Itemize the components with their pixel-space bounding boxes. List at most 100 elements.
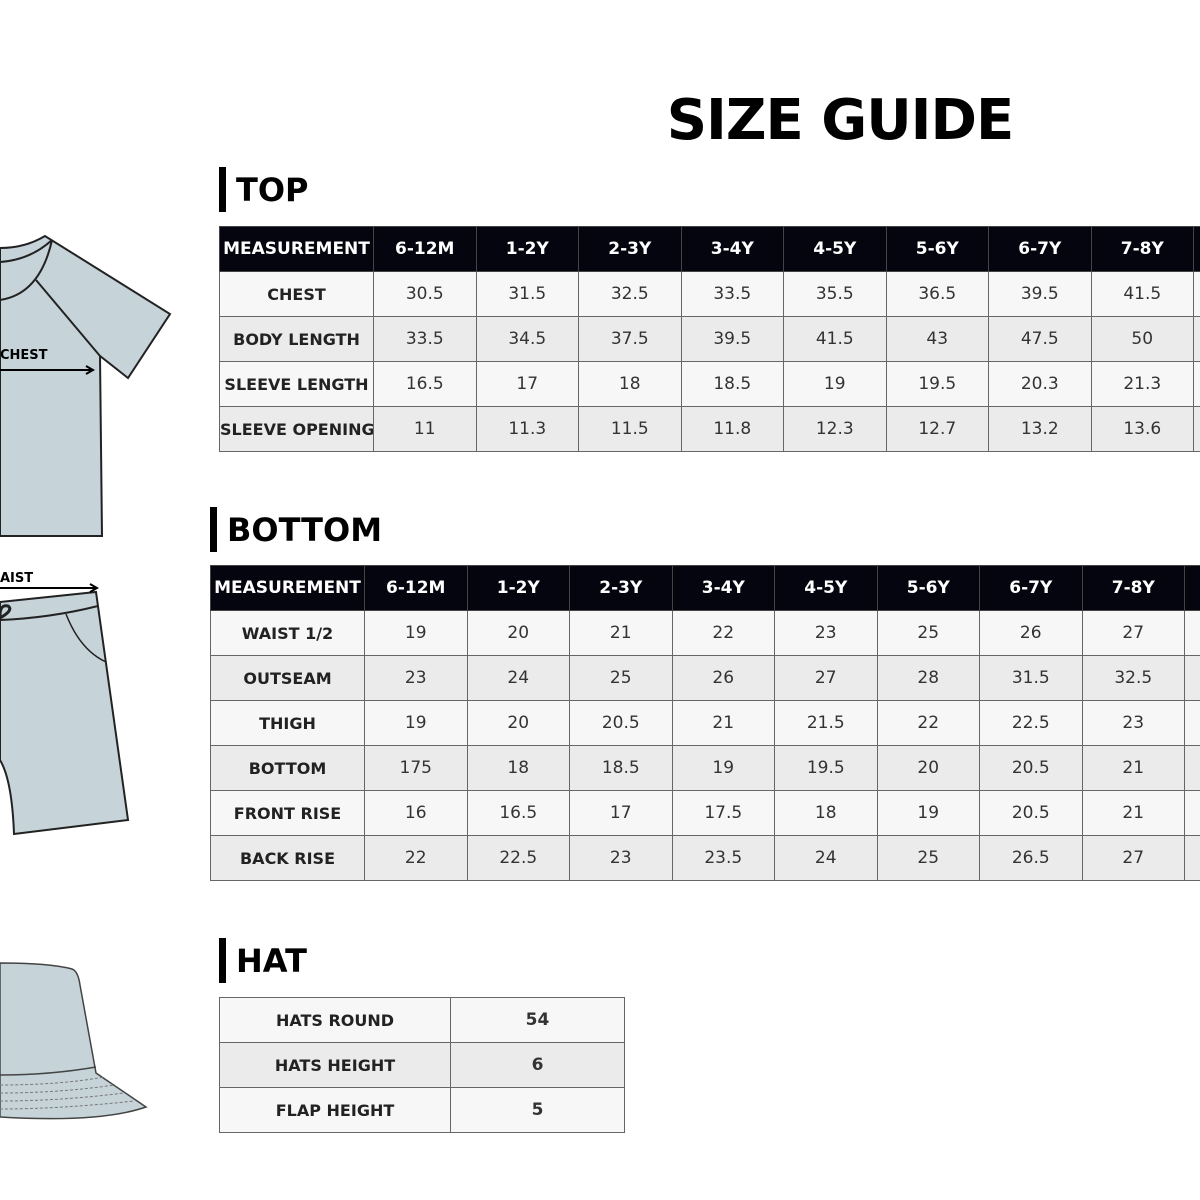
table-cell: 12.7 bbox=[885, 406, 989, 452]
size-header: 6-12M bbox=[364, 565, 468, 611]
table-cell: 47.5 bbox=[988, 316, 1092, 362]
heading-bar bbox=[219, 167, 226, 212]
bottom-size-table: MEASUREMENT 6-12M 1-2Y 2-3Y 3-4Y 4-5Y 5-6Y 6-7Y… bbox=[210, 565, 1200, 881]
hat-size-table: HATS ROUND 54 HATS HEIGHT 6 FLAP HEIGHT 5 bbox=[219, 997, 625, 1133]
size-header: 5-6Y bbox=[876, 565, 980, 611]
table-cell: 23.5 bbox=[671, 835, 775, 881]
size-header: 4-5Y bbox=[774, 565, 878, 611]
table-row: CHEST 30.5 31.5 32.5 33.5 35.5 36.5 39.5 41.5 bbox=[219, 271, 1200, 317]
table-cell: 11.3 bbox=[475, 406, 579, 452]
table-cell: 22 bbox=[671, 610, 775, 656]
table-cell: 26 bbox=[671, 655, 775, 701]
table-cell: 32.5 bbox=[1081, 655, 1185, 701]
top-size-table: MEASUREMENT 6-12M 1-2Y 2-3Y 3-4Y 4-5Y 5-6Y 6-7Y… bbox=[219, 226, 1200, 452]
table-cell: 27 bbox=[1081, 835, 1185, 881]
table-cell: 20.3 bbox=[988, 361, 1092, 407]
table-row: HATS HEIGHT 6 bbox=[219, 1042, 625, 1088]
heading-label: BOTTOM bbox=[227, 510, 383, 549]
table-cell: 50 bbox=[1090, 316, 1194, 362]
table-cell: 22 bbox=[876, 700, 980, 746]
table-cell: 21.5 bbox=[774, 700, 878, 746]
row-label: HATS ROUND bbox=[219, 997, 451, 1043]
row-label: CHEST bbox=[219, 271, 374, 317]
table-row: BACK RISE 22 22.5 23 23.5 24 25 26.5 27 bbox=[210, 835, 1200, 881]
table-cell: 21 bbox=[671, 700, 775, 746]
size-header: 2-3Y bbox=[578, 226, 682, 272]
table-cell: 13.6 bbox=[1090, 406, 1194, 452]
chest-dimension-label: CHEST bbox=[0, 348, 48, 363]
table-row: THIGH 19 20 20.5 21 21.5 22 22.5 23 bbox=[210, 700, 1200, 746]
table-cell: 18 bbox=[578, 361, 682, 407]
heading-label: HAT bbox=[236, 941, 307, 980]
table-cell: 34.5 bbox=[475, 316, 579, 362]
row-label: SLEEVE LENGTH bbox=[219, 361, 374, 407]
row-label: SLEEVE OPENING bbox=[219, 406, 374, 452]
measurement-header: MEASUREMENT bbox=[210, 565, 365, 611]
table-cell: 12.3 bbox=[783, 406, 887, 452]
table-cell: 27 bbox=[1081, 610, 1185, 656]
table-cell bbox=[1193, 361, 1200, 407]
size-header: 7-8Y bbox=[1090, 226, 1194, 272]
table-cell: 21 bbox=[1081, 790, 1185, 836]
size-header: 1-2Y bbox=[466, 565, 570, 611]
table-cell: 22.5 bbox=[466, 835, 570, 881]
section-heading-hat: HAT bbox=[219, 938, 307, 983]
table-cell: 19 bbox=[671, 745, 775, 791]
table-cell: 39.5 bbox=[988, 271, 1092, 317]
size-header: 4-5Y bbox=[783, 226, 887, 272]
row-label: THIGH bbox=[210, 700, 365, 746]
table-cell: 30.5 bbox=[373, 271, 477, 317]
table-cell: 13.2 bbox=[988, 406, 1092, 452]
table-cell: 19 bbox=[876, 790, 980, 836]
table-cell: 175 bbox=[364, 745, 468, 791]
table-cell: 6 bbox=[450, 1042, 625, 1088]
table-cell: 20.5 bbox=[569, 700, 673, 746]
table-cell: 23 bbox=[569, 835, 673, 881]
table-cell: 33.5 bbox=[680, 271, 784, 317]
table-cell: 31.5 bbox=[979, 655, 1083, 701]
table-cell: 43 bbox=[885, 316, 989, 362]
table-cell: 25 bbox=[876, 835, 980, 881]
table-cell: 21 bbox=[1081, 745, 1185, 791]
row-label: WAIST 1/2 bbox=[210, 610, 365, 656]
table-cell: 11.8 bbox=[680, 406, 784, 452]
table-cell: 35.5 bbox=[783, 271, 887, 317]
row-label: HATS HEIGHT bbox=[219, 1042, 451, 1088]
header-row: MEASUREMENT 6-12M 1-2Y 2-3Y 3-4Y 4-5Y 5-6Y 6-7Y… bbox=[210, 565, 1200, 611]
table-row: BOTTOM 175 18 18.5 19 19.5 20 20.5 21 bbox=[210, 745, 1200, 791]
table-cell bbox=[1184, 745, 1200, 791]
tshirt-illustration bbox=[0, 234, 172, 537]
waist-dimension-label: AIST bbox=[0, 571, 34, 586]
measurement-header: MEASUREMENT bbox=[219, 226, 374, 272]
table-row: FLAP HEIGHT 5 bbox=[219, 1087, 625, 1133]
table-cell: 19 bbox=[783, 361, 887, 407]
table-cell: 25 bbox=[876, 610, 980, 656]
table-row: BODY LENGTH 33.5 34.5 37.5 39.5 41.5 43 47.5 50 bbox=[219, 316, 1200, 362]
table-cell: 26.5 bbox=[979, 835, 1083, 881]
table-cell: 22 bbox=[364, 835, 468, 881]
section-heading-bottom: BOTTOM bbox=[210, 507, 382, 552]
table-cell: 16.5 bbox=[466, 790, 570, 836]
table-cell: 20.5 bbox=[979, 745, 1083, 791]
table-cell: 20 bbox=[466, 610, 570, 656]
table-cell: 28 bbox=[876, 655, 980, 701]
table-cell: 20.5 bbox=[979, 790, 1083, 836]
shorts-illustration bbox=[0, 583, 130, 836]
table-cell: 23 bbox=[364, 655, 468, 701]
size-header: 7-8Y bbox=[1081, 565, 1185, 611]
size-header: 6-7Y bbox=[988, 226, 1092, 272]
size-header: 1-2Y bbox=[475, 226, 579, 272]
table-cell: 21 bbox=[569, 610, 673, 656]
table-cell: 37.5 bbox=[578, 316, 682, 362]
table-cell: 17.5 bbox=[671, 790, 775, 836]
table-cell: 23 bbox=[774, 610, 878, 656]
table-cell: 16 bbox=[364, 790, 468, 836]
table-cell bbox=[1184, 700, 1200, 746]
table-cell: 32.5 bbox=[578, 271, 682, 317]
table-cell bbox=[1193, 316, 1200, 362]
table-cell: 33.5 bbox=[373, 316, 477, 362]
table-cell bbox=[1184, 835, 1200, 881]
table-cell: 39.5 bbox=[680, 316, 784, 362]
table-cell: 17 bbox=[569, 790, 673, 836]
table-cell: 18 bbox=[466, 745, 570, 791]
